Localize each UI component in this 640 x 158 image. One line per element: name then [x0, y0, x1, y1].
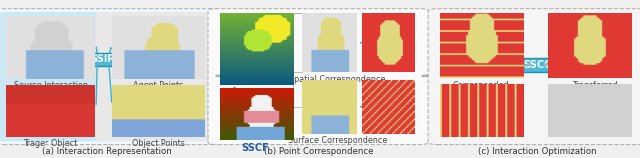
Text: SSCO: SSCO	[523, 60, 552, 70]
Text: Surface Correspondence: Surface Correspondence	[287, 136, 387, 145]
FancyBboxPatch shape	[96, 12, 214, 141]
Text: Agent Points: Agent Points	[133, 81, 183, 90]
FancyBboxPatch shape	[428, 9, 640, 145]
FancyBboxPatch shape	[208, 9, 429, 145]
Text: Object Points: Object Points	[132, 139, 184, 148]
Text: Corresponded
Points: Corresponded Points	[453, 81, 509, 101]
Text: SSIR: SSIR	[90, 54, 115, 64]
Text: Spatial Correspondence: Spatial Correspondence	[289, 75, 385, 84]
Text: Transferred
Interaction: Transferred Interaction	[572, 81, 618, 101]
Text: (a) Interaction Representation: (a) Interaction Representation	[42, 147, 172, 156]
Text: SSCF: SSCF	[241, 143, 269, 153]
FancyBboxPatch shape	[0, 12, 102, 141]
Text: (c) Interaction Optimization: (c) Interaction Optimization	[478, 147, 597, 156]
FancyBboxPatch shape	[0, 9, 221, 145]
Text: Trageᵉ Object: Trageᵉ Object	[24, 139, 77, 148]
Text: Source Interaction: Source Interaction	[13, 81, 88, 90]
Text: (b) Point Correspondence: (b) Point Correspondence	[264, 147, 373, 156]
